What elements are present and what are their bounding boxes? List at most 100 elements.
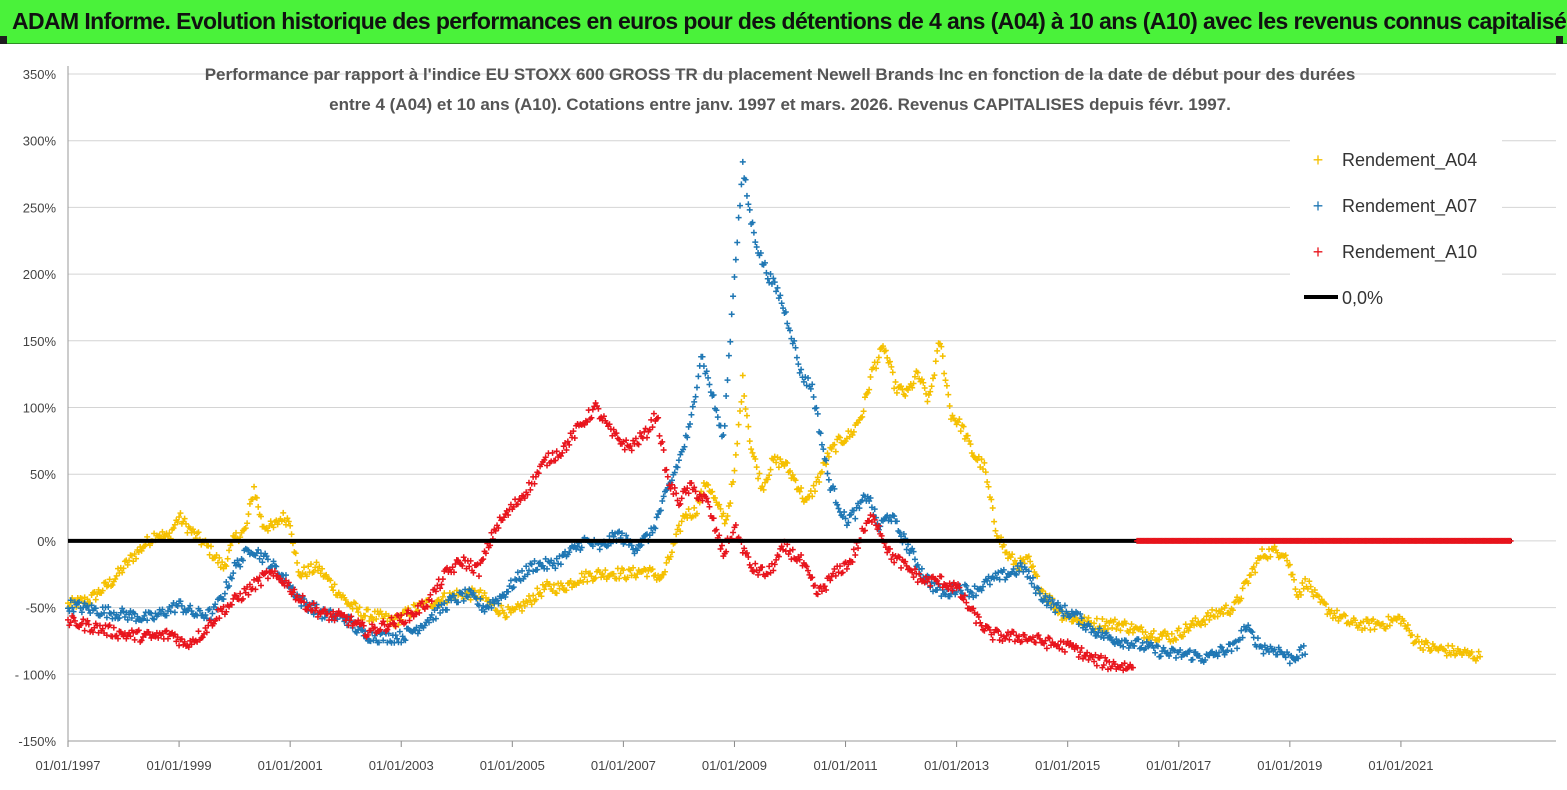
data-point [678,518,685,525]
data-point [503,613,510,620]
data-point [663,559,670,566]
data-point [195,628,202,635]
data-point [911,566,918,573]
data-point [110,624,117,631]
data-point [421,622,428,629]
data-point [718,542,725,549]
data-point [1168,630,1175,637]
data-point [256,574,263,581]
data-point [792,477,799,484]
data-point [1474,654,1481,661]
data-point [956,584,963,591]
data-point [369,621,376,628]
data-point [1078,615,1085,622]
data-point [916,570,923,577]
y-tick-label: 0% [37,534,56,549]
data-point [199,634,206,641]
data-point [584,419,591,426]
data-point [795,361,802,368]
data-point [662,568,669,575]
data-point [202,611,209,618]
data-point [963,582,970,589]
legend-item-zero: 0,0% [1304,288,1383,308]
data-point [298,573,305,580]
data-point [1307,583,1314,590]
data-point [376,639,383,646]
data-point [1109,625,1116,631]
data-point [780,305,787,312]
data-point [1286,561,1293,568]
data-point [135,627,142,634]
data-point [1070,618,1077,625]
data-point [1175,625,1182,632]
data-point [314,613,321,620]
data-point [488,529,495,536]
data-point [223,579,230,586]
data-point [1149,634,1156,641]
data-point [875,354,882,361]
data-point [1054,641,1061,648]
x-tick-label: 01/01/2019 [1257,758,1322,773]
data-point [638,541,645,548]
data-point [1120,643,1127,650]
data-point [255,577,262,584]
data-point [353,629,360,636]
data-point [949,587,956,594]
data-point [530,568,537,575]
data-point [766,472,773,479]
data-point [880,343,887,350]
data-point [1295,655,1302,662]
data-point [748,446,755,453]
data-point [67,597,74,604]
data-point [571,542,578,549]
data-point [728,311,735,318]
data-point [1252,569,1259,576]
data-point [825,453,832,460]
data-point [1217,610,1224,617]
data-point [159,606,166,613]
data-point [716,532,723,539]
data-point [1146,634,1153,641]
data-point [643,573,650,580]
data-point [827,577,834,584]
data-point [556,585,563,592]
data-point [930,375,937,382]
data-point [524,491,531,498]
data-point [724,512,731,519]
data-point [284,582,291,589]
data-point [1029,563,1036,570]
data-point [362,612,369,619]
data-point [825,476,832,483]
data-point [398,639,405,646]
data-point [251,576,258,583]
legend-item-a07: + Rendement_A07 [1313,196,1477,217]
data-point [649,566,656,573]
data-point [842,515,849,522]
data-point [642,566,649,573]
data-point [244,520,251,527]
data-point [803,563,810,570]
data-point [310,569,317,576]
data-point [660,493,667,500]
data-point [1282,552,1289,559]
data-point [251,483,258,490]
data-point [1111,661,1118,668]
data-point [739,372,746,379]
data-point [1247,571,1254,578]
data-point [437,585,444,592]
data-point [67,619,74,626]
data-point [745,201,752,208]
data-point [592,574,599,581]
data-point [1032,639,1039,646]
data-point [223,563,230,570]
data-point [578,544,585,551]
data-point [685,506,692,513]
data-point [861,527,868,534]
data-point [920,379,927,386]
data-point [450,592,457,599]
data-point [774,284,781,291]
data-point [481,608,488,615]
data-point [505,588,512,595]
data-point [134,613,141,620]
data-point [114,635,121,642]
